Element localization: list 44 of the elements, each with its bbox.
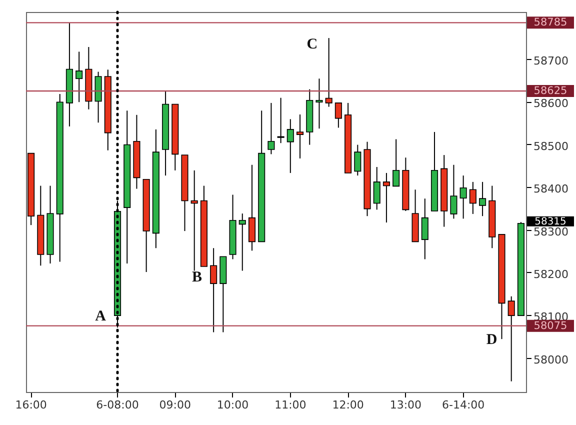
candlestick — [450, 164, 458, 220]
candlestick — [373, 166, 380, 210]
candlestick — [421, 198, 428, 260]
y-tick-label: 58400 — [534, 182, 568, 196]
x-tick-label: 10:00 — [216, 398, 249, 412]
annotation: C — [306, 36, 318, 53]
annotation: A — [95, 308, 106, 325]
x-tick-label: 16:00 — [15, 398, 47, 412]
candlestick — [190, 170, 198, 272]
candlestick — [268, 102, 275, 155]
candlestick — [296, 114, 304, 159]
x-tick-label: 09:00 — [159, 398, 191, 412]
x-tick-label: 6-14:00 — [442, 398, 485, 412]
y-tick-label: 58700 — [534, 54, 568, 68]
text: 58315 — [534, 216, 566, 228]
candlestick — [210, 248, 218, 333]
candlestick — [354, 144, 362, 176]
x-tick-label: 6-08:00 — [96, 398, 139, 412]
candlestick — [334, 102, 342, 128]
candlestick — [238, 213, 246, 272]
candlestick — [325, 38, 332, 108]
x-tick-label: 12:00 — [332, 398, 364, 412]
y-tick-label: 58300 — [534, 225, 568, 238]
y-tick-label: 58600 — [534, 97, 568, 110]
y-tick-label: 58500 — [534, 140, 568, 153]
candlestick — [248, 164, 256, 252]
y-tick-label: 58200 — [534, 268, 568, 281]
y-tick-label: 58000 — [534, 353, 568, 366]
candlestick — [479, 181, 486, 217]
candlestick — [382, 172, 390, 223]
ref-line-label: 58625 — [534, 84, 568, 97]
candlestick — [277, 97, 284, 144]
x-tick-label: 13:00 — [390, 398, 422, 412]
annotation: D — [486, 332, 498, 348]
candlestick — [286, 118, 294, 174]
candlestick — [316, 78, 323, 130]
candlestick — [508, 296, 515, 382]
x-tick-label: 11:00 — [274, 398, 306, 412]
ref-line-label: 58785 — [534, 16, 568, 29]
annotation: B — [192, 269, 202, 286]
candlestick — [392, 138, 400, 187]
candlestick — [469, 181, 476, 214]
candlestick — [76, 51, 83, 103]
candlestick — [460, 175, 467, 220]
